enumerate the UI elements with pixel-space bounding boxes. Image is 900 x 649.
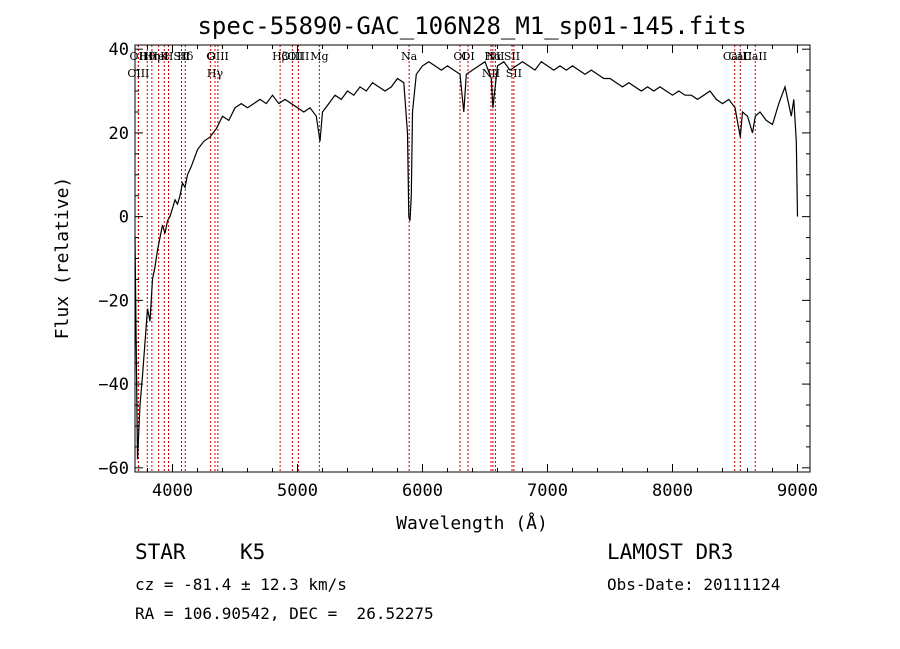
y-axis-title: Flux (relative)	[52, 177, 73, 340]
line-label: Hγ	[207, 67, 224, 80]
line-label: OII	[130, 50, 148, 63]
line-label: HeI	[148, 50, 168, 63]
line-label: CaII	[728, 50, 752, 63]
line-label: K	[160, 50, 169, 63]
line-label: OI	[461, 50, 474, 63]
line-label: Na	[401, 50, 418, 63]
x-tick-label: 5000	[277, 481, 318, 501]
line-label: Hα	[484, 50, 502, 63]
line-label: SII	[504, 50, 520, 63]
line-label: Hβ	[272, 50, 288, 63]
x-tick-label: 8000	[652, 481, 693, 501]
line-label: Hη	[144, 50, 160, 63]
line-label: OIII	[127, 67, 149, 80]
y-tick-label: 20	[109, 124, 129, 144]
survey-name: LAMOST DR3	[607, 540, 734, 564]
y-tick-label: 0	[119, 208, 129, 228]
line-label: Hθ	[139, 50, 156, 63]
x-tick-label: 6000	[402, 481, 443, 501]
y-tick-label: 40	[109, 40, 129, 60]
coordinates: RA = 106.90542, DEC = 26.52275	[135, 604, 434, 623]
line-label: H	[164, 50, 174, 63]
line-label: SII	[173, 50, 189, 63]
x-axis-ticks: 4000 5000 6000 7000 8000 9000	[147, 45, 818, 501]
plot-frame	[134, 44, 811, 473]
line-label: NII	[486, 50, 504, 63]
spectrum-line	[134, 60, 799, 460]
y-tick-label: −60	[98, 459, 129, 479]
object-subclass: K5	[240, 540, 266, 564]
line-label: OI	[453, 50, 466, 63]
x-axis-title: Wavelength (Å)	[396, 512, 548, 534]
chart-title: spec-55890-GAC_106N28_M1_sp01-145.fits	[197, 12, 746, 40]
observation-date: Obs-Date: 20111124	[607, 575, 781, 594]
line-label: Hδ	[177, 50, 194, 63]
x-tick-label: 7000	[527, 481, 568, 501]
x-tick-label: 9000	[777, 481, 818, 501]
object-class: STAR	[135, 540, 186, 564]
line-label: OIII	[281, 50, 303, 63]
y-tick-label: −40	[98, 375, 129, 395]
annotation-lines	[137, 45, 756, 472]
line-label: NII	[482, 67, 500, 80]
line-label: CaII	[723, 50, 747, 63]
x-tick-label: 4000	[152, 481, 193, 501]
y-tick-label: −20	[98, 291, 129, 311]
line-label: OIII	[287, 50, 309, 63]
line-label: SII	[506, 67, 522, 80]
y-axis-ticks: −60 −40 −20 0 20 40	[98, 40, 810, 479]
line-label: CaII	[743, 50, 767, 63]
line-label: G	[206, 50, 215, 63]
line-label: OIII	[207, 50, 229, 63]
line-label: Mg	[310, 50, 328, 63]
redshift-velocity: cz = -81.4 ± 12.3 km/s	[135, 575, 347, 594]
